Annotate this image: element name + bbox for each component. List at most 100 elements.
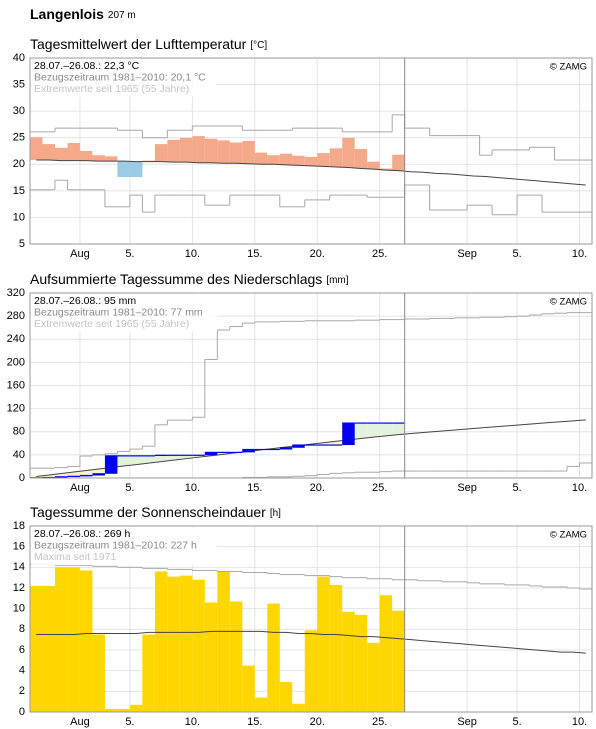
normal-difference-area xyxy=(192,455,205,458)
info-text: Bezugszeitraum 1981–2010: 227 h xyxy=(34,539,197,551)
bar xyxy=(342,611,355,712)
y-tick-label: 20 xyxy=(13,158,25,170)
x-tick-label: Aug xyxy=(70,716,90,728)
normal-difference-area xyxy=(30,476,43,478)
bar xyxy=(192,136,205,163)
x-tick-label: Aug xyxy=(70,482,90,494)
x-tick-label: 20. xyxy=(310,248,325,260)
bar xyxy=(304,630,318,712)
bar xyxy=(104,708,118,712)
normal-difference-area xyxy=(379,423,393,436)
info-text: Maxima seit 1971 xyxy=(34,551,116,563)
bar xyxy=(342,423,355,446)
bar xyxy=(192,579,205,712)
y-tick-label: 16 xyxy=(13,541,25,553)
bar xyxy=(92,634,105,712)
x-tick-label: 5. xyxy=(125,248,134,260)
station-name: Langenlois xyxy=(30,6,104,22)
bar xyxy=(317,576,330,712)
bar xyxy=(279,682,293,712)
x-tick-label: 5. xyxy=(125,482,134,494)
y-tick-label: 40 xyxy=(13,52,25,64)
info-text: Extremwerte seit 1965 (55 Jahre) xyxy=(34,318,189,330)
bar xyxy=(79,151,93,161)
y-tick-label: 160 xyxy=(7,379,25,391)
bar xyxy=(217,571,230,712)
y-tick-label: 4 xyxy=(19,665,25,677)
bar xyxy=(92,473,105,476)
normal-difference-area xyxy=(79,470,93,476)
bar xyxy=(267,155,280,165)
normal-difference-area xyxy=(217,452,230,455)
y-tick-label: 40 xyxy=(13,449,25,461)
bar xyxy=(204,138,218,163)
bar xyxy=(292,703,305,712)
y-tick-label: 25 xyxy=(13,132,25,144)
x-tick-label: Sep xyxy=(457,716,477,728)
chart-title: Tagesmittelwert der Lufttemperatur [°C] xyxy=(30,36,267,52)
x-tick-label: 25. xyxy=(372,248,387,260)
y-tick-label: 80 xyxy=(13,426,25,438)
bar xyxy=(367,161,380,170)
y-tick-label: 280 xyxy=(7,310,25,322)
y-tick-label: 0 xyxy=(19,706,25,718)
bar xyxy=(217,140,230,164)
normal-difference-area xyxy=(367,423,380,438)
normal-difference-area xyxy=(179,455,193,459)
bar xyxy=(79,475,93,477)
y-tick-label: 200 xyxy=(7,356,25,368)
bar xyxy=(179,137,193,163)
normal-difference-area xyxy=(117,455,130,467)
y-tick-label: 8 xyxy=(19,623,25,635)
y-tick-label: 15 xyxy=(13,185,25,197)
bar xyxy=(204,452,218,456)
bar xyxy=(342,137,355,168)
bar xyxy=(254,152,268,165)
bar xyxy=(67,143,80,161)
normal-difference-area xyxy=(392,423,405,435)
bar xyxy=(154,455,168,456)
bar xyxy=(154,571,168,712)
normal-difference-area xyxy=(329,441,343,446)
x-tick-label: 10. xyxy=(572,716,587,728)
bar xyxy=(392,610,405,712)
normal-difference-area xyxy=(92,469,105,474)
header: Langenlois 207 m xyxy=(30,6,136,22)
normal-difference-area xyxy=(167,455,180,461)
bar xyxy=(379,595,393,712)
normal-difference-area xyxy=(54,473,68,477)
bar xyxy=(104,156,118,162)
bar xyxy=(329,584,343,712)
unit-text: [h] xyxy=(270,508,281,519)
x-tick-label: 25. xyxy=(372,482,387,494)
unit-text: [mm] xyxy=(326,275,348,286)
credit: © ZAMG xyxy=(550,62,587,73)
bar xyxy=(317,153,330,167)
normal-difference-area xyxy=(129,455,143,465)
bar xyxy=(79,570,93,712)
bar xyxy=(179,575,193,712)
bar xyxy=(304,156,318,166)
normal-difference-area xyxy=(354,423,368,439)
x-tick-label: 10. xyxy=(185,482,200,494)
normal-difference-area xyxy=(67,471,80,477)
normal-difference-area xyxy=(154,455,168,462)
x-tick-label: 25. xyxy=(372,716,387,728)
bar xyxy=(54,476,68,478)
bar xyxy=(392,154,405,171)
y-tick-label: 35 xyxy=(13,78,25,90)
info-text: 28.07.–26.08.: 95 mm xyxy=(34,295,136,307)
y-tick-label: 6 xyxy=(19,644,25,656)
bar xyxy=(54,567,68,712)
bar xyxy=(30,137,43,161)
bar xyxy=(204,602,218,712)
chart-title: Aufsummierte Tagessumme des Niederschlag… xyxy=(30,271,349,287)
bar xyxy=(154,144,168,162)
plot-border xyxy=(29,292,593,479)
info-box xyxy=(31,59,217,97)
x-tick-label: 5. xyxy=(512,716,521,728)
y-tick-label: 30 xyxy=(13,105,25,117)
x-tick-label: Sep xyxy=(457,248,477,260)
